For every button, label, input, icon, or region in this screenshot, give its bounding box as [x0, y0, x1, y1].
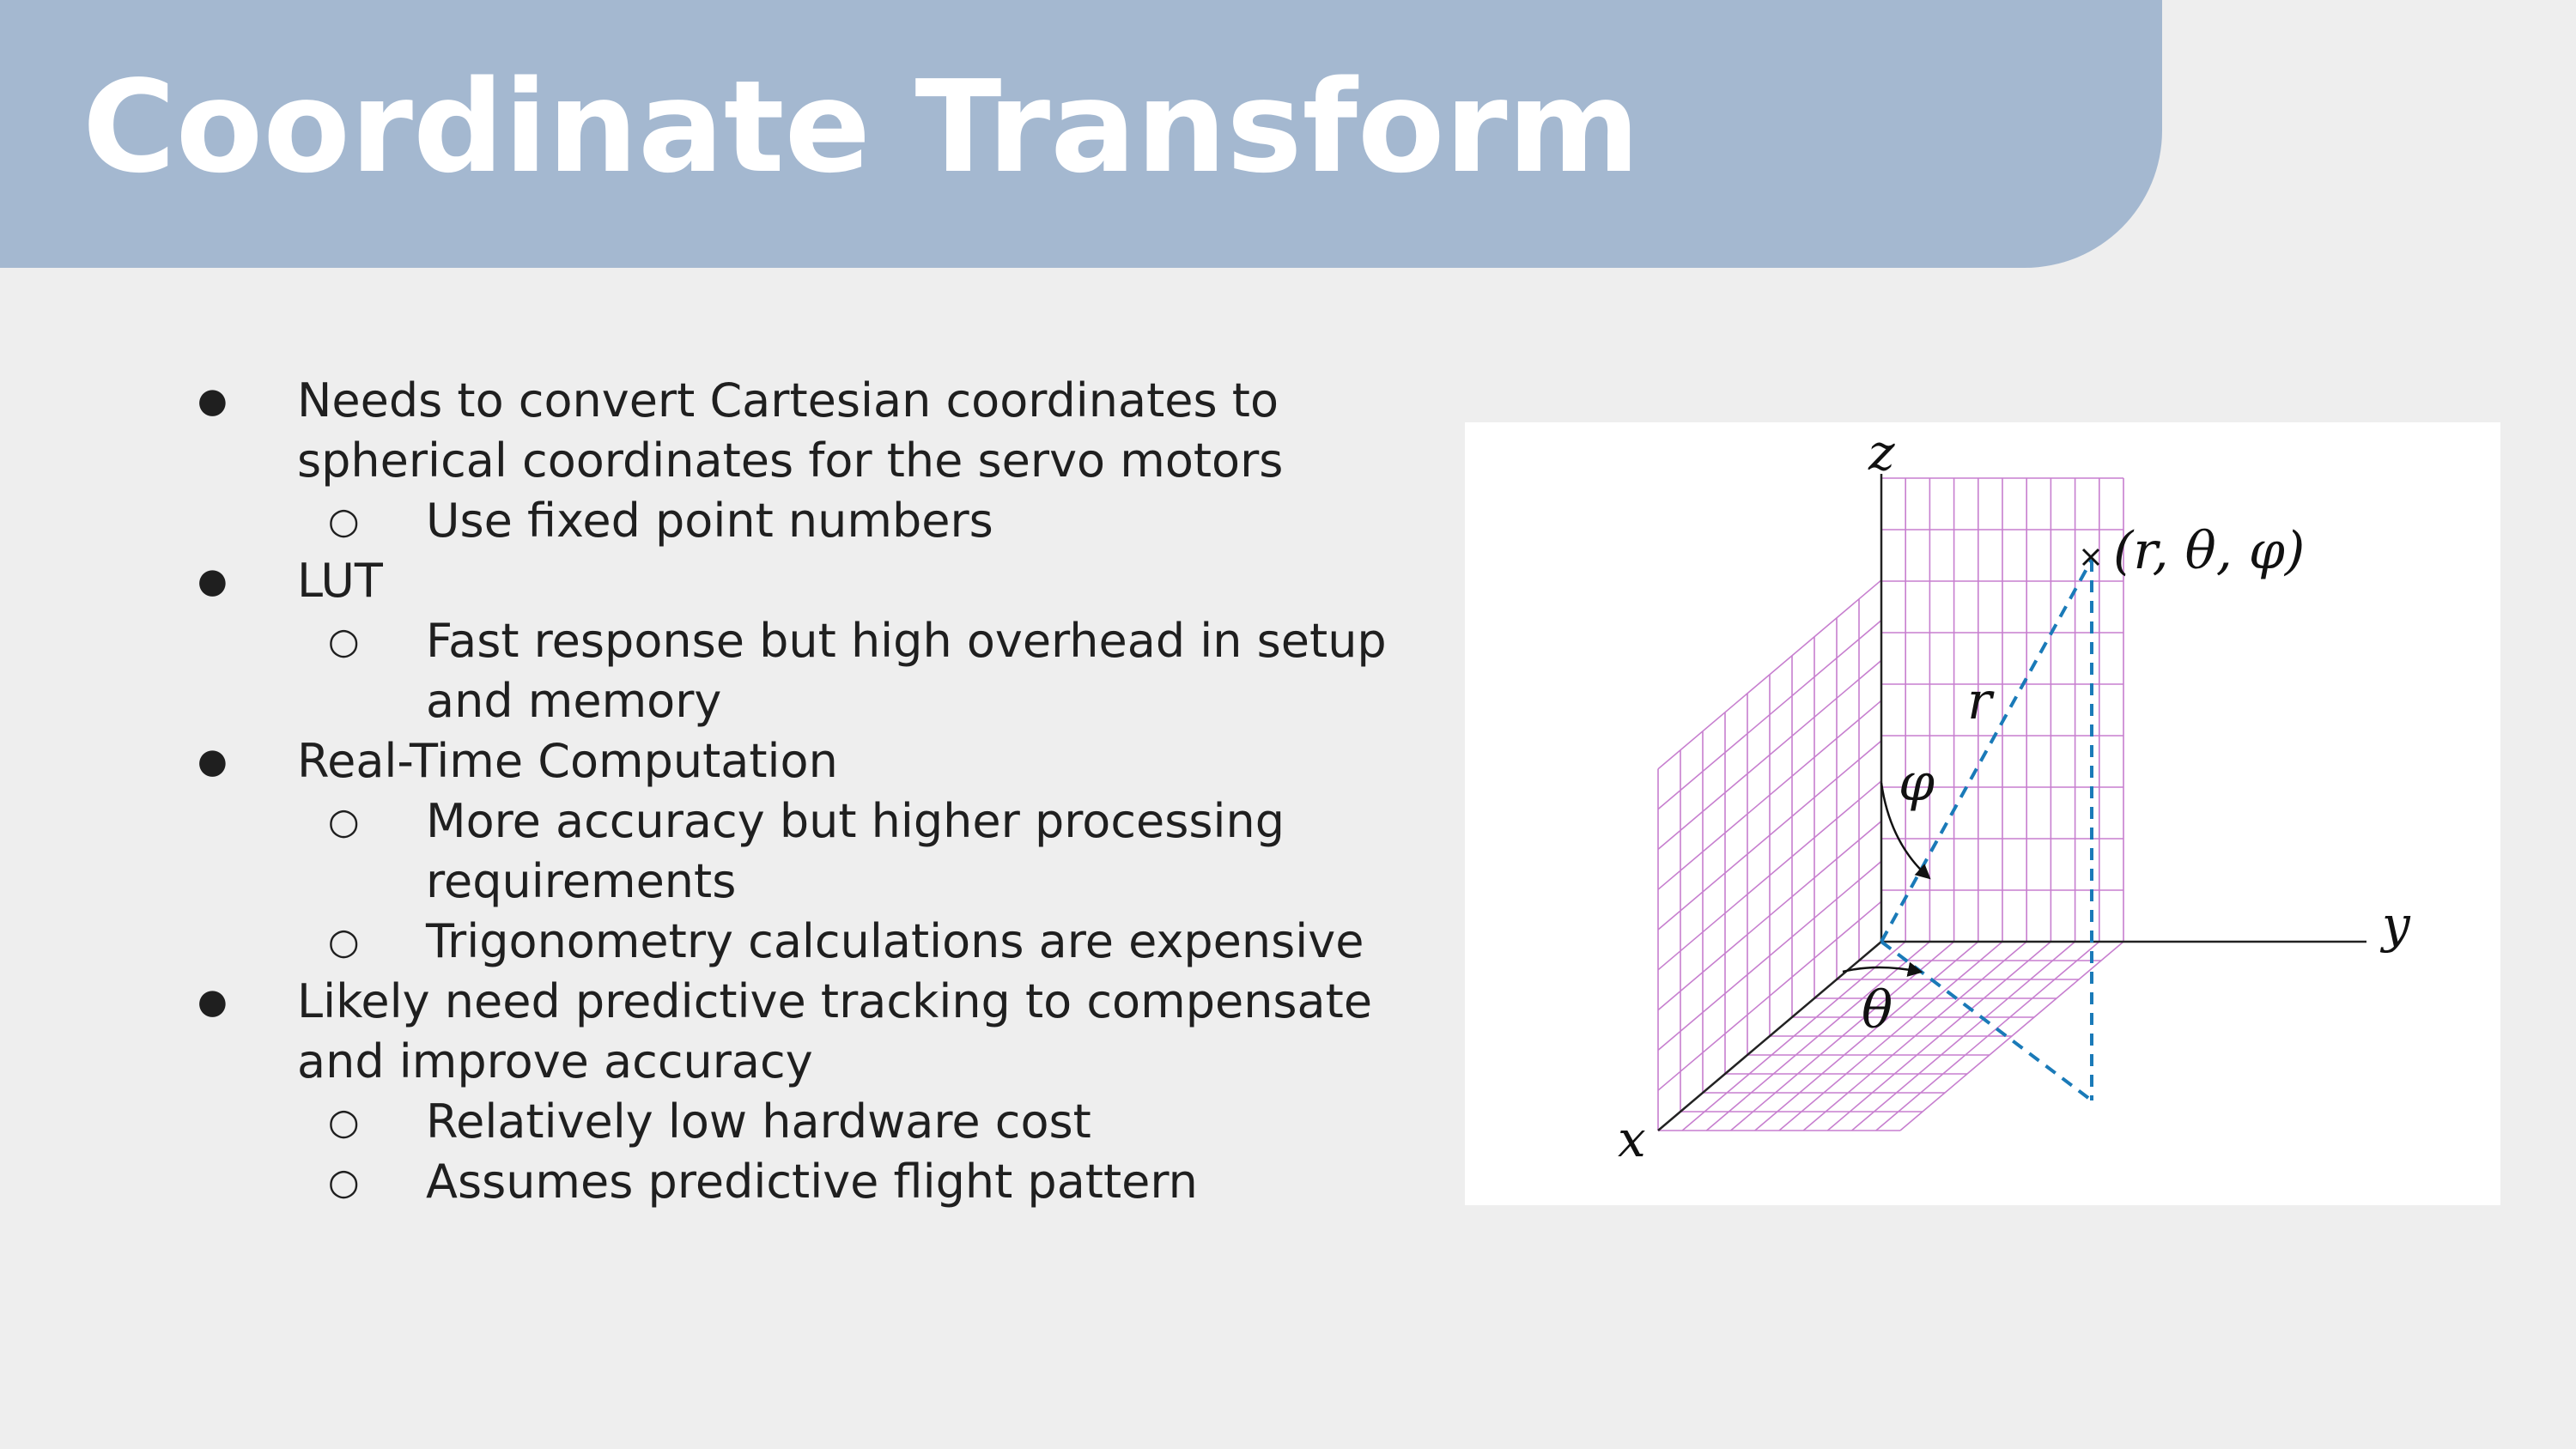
bullet-marker: ● — [197, 742, 228, 781]
grid-line — [1681, 941, 1906, 1131]
bullet-item: ● LUT ○ Fast response but high overhead … — [197, 551, 1443, 731]
bullet-text: Needs to convert Cartesian coordinates t… — [297, 373, 1284, 488]
grid-line — [1657, 860, 1882, 1052]
sub-bullet-marker: ○ — [328, 620, 360, 662]
point-cross-b — [2081, 548, 2100, 567]
radius-label: r — [1967, 671, 1995, 731]
grid-line — [1657, 700, 1882, 890]
bullet-item: ● Likely need predictive tracking to com… — [197, 972, 1443, 1212]
bullet-item: ● Needs to convert Cartesian coordinates… — [197, 371, 1443, 551]
axes — [1657, 474, 2366, 1131]
z-axis-label: z — [1868, 423, 1895, 482]
dashed-construction-lines — [1880, 559, 2093, 1102]
grid-line — [1778, 941, 2003, 1131]
bullet-item: ● Real-Time Computation ○ More accuracy … — [197, 731, 1443, 972]
sub-bullet-item: ○ Trigonometry calculations are expensiv… — [197, 912, 1443, 972]
bullet-text: Likely need predictive tracking to compe… — [297, 974, 1373, 1088]
phi-arc — [1880, 782, 1931, 880]
bullet-text: LUT — [297, 554, 383, 608]
angle-arcs — [1842, 782, 1931, 977]
theta-arc — [1842, 961, 1923, 977]
projection-line — [1880, 940, 2093, 1102]
sub-bullet-text: Relatively low hardware cost — [426, 1094, 1091, 1149]
point-label: (r, θ, φ) — [2113, 521, 2305, 581]
grid-line — [1657, 780, 1882, 971]
sub-bullet-marker: ○ — [328, 500, 360, 542]
sub-bullet-item: ○ Assumes predictive flight pattern — [197, 1152, 1443, 1212]
sub-bullet-text: Use fixed point numbers — [426, 494, 993, 548]
sub-bullet-text: More accuracy but higher processing requ… — [426, 794, 1285, 908]
grid-line — [1875, 941, 2100, 1131]
grid-line — [1851, 941, 2076, 1131]
title-bar: Coordinate Transform — [0, 0, 2162, 268]
bullet-marker: ● — [197, 561, 228, 601]
bullet-content: ● Needs to convert Cartesian coordinates… — [197, 371, 1443, 1212]
spherical-coordinates-diagram: z y x (r, θ, φ) r φ θ — [1618, 423, 2411, 1168]
sub-bullet-text: Fast response but high overhead in setup… — [426, 614, 1387, 728]
sub-bullet-marker: ○ — [328, 1161, 360, 1203]
sub-bullet-item: ○ Relatively low hardware cost — [197, 1092, 1443, 1152]
point-marker — [2081, 548, 2100, 567]
grid-line — [1657, 820, 1882, 1011]
sub-bullet-marker: ○ — [328, 1100, 360, 1143]
sub-bullet-item: ○ More accuracy but higher processing re… — [197, 791, 1443, 912]
grid-line — [1657, 659, 1882, 851]
y-axis-label: y — [2379, 895, 2411, 954]
spherical-coordinates-figure: z y x (r, θ, φ) r φ θ — [1465, 422, 2500, 1205]
bullet-text: Real-Time Computation — [297, 734, 838, 788]
grid-line — [1657, 619, 1882, 810]
sub-bullet-marker: ○ — [328, 920, 360, 962]
grid-line — [1657, 579, 1882, 770]
slide-title: Coordinate Transform — [82, 53, 1640, 201]
bullet-marker: ● — [197, 982, 228, 1022]
grid-line — [1754, 941, 1979, 1131]
phi-label: φ — [1899, 753, 1935, 813]
x-axis-line — [1657, 941, 1882, 1131]
radius-line — [1880, 559, 2093, 943]
theta-label: θ — [1862, 980, 1893, 1040]
x-axis-label: x — [1618, 1110, 1646, 1168]
bullet-marker: ● — [197, 381, 228, 421]
sub-bullet-text: Trigonometry calculations are expensive — [426, 914, 1364, 968]
grid-line — [1802, 941, 2027, 1131]
grid-line — [1705, 941, 1930, 1131]
grid-line — [1826, 941, 2051, 1131]
grid-line — [1657, 900, 1882, 1091]
sub-bullet-text: Assumes predictive flight pattern — [426, 1155, 1198, 1209]
grid-line — [1657, 740, 1882, 931]
sub-bullet-item: ○ Fast response but high overhead in set… — [197, 611, 1443, 731]
sub-bullet-marker: ○ — [328, 800, 360, 842]
sub-bullet-item: ○ Use fixed point numbers — [197, 491, 1443, 551]
grid-line — [1899, 941, 2124, 1131]
